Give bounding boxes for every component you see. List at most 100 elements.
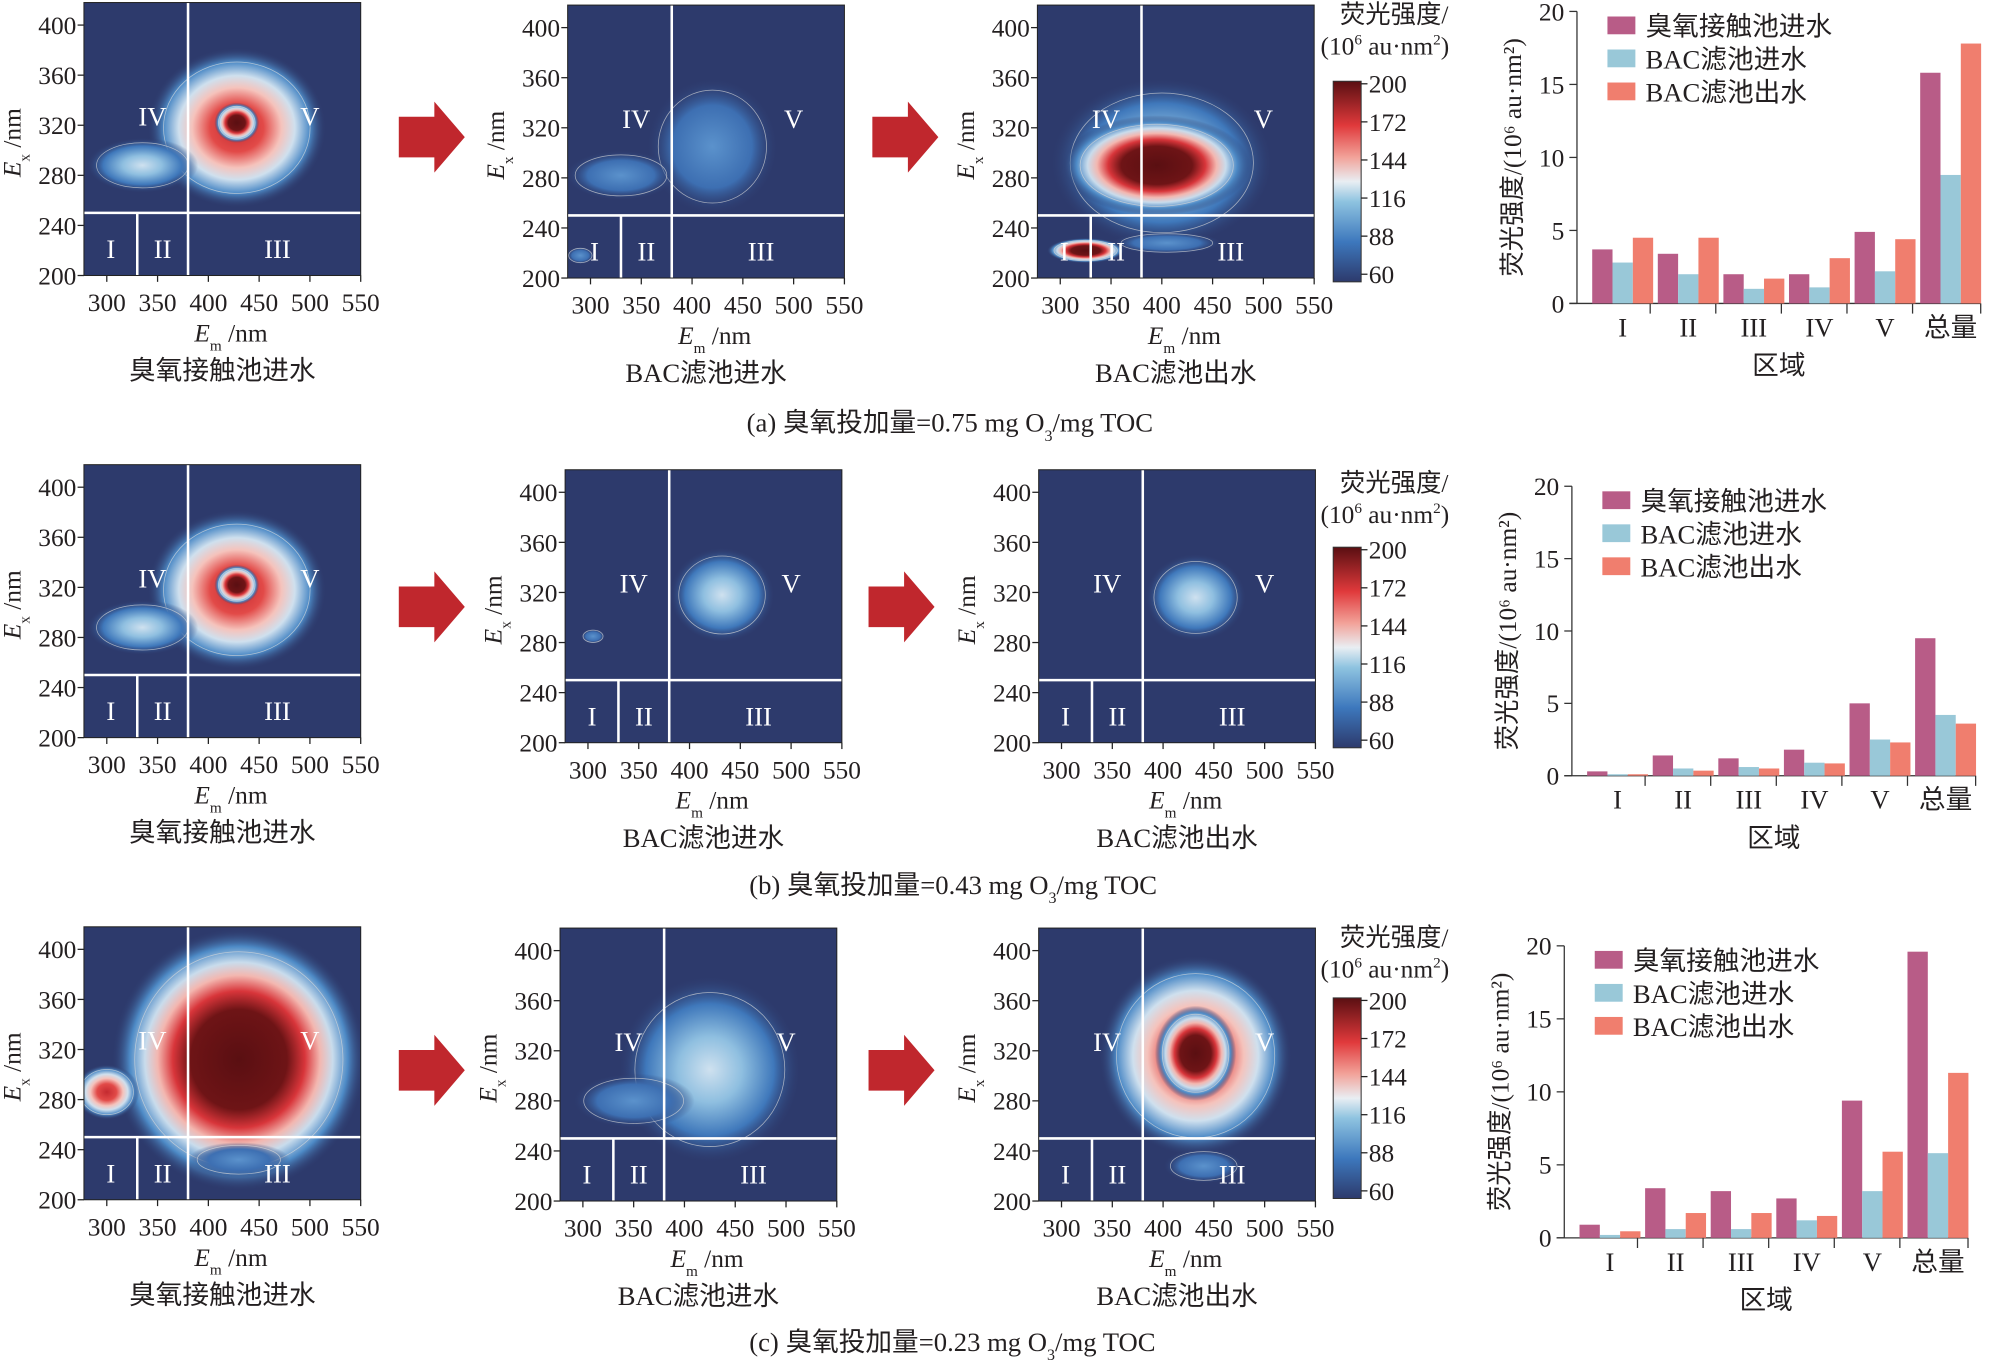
- plot-frame: [1038, 469, 1316, 744]
- colorbar-unit-part: au·nm: [1362, 33, 1433, 61]
- em-tick-label: 350: [1092, 292, 1130, 320]
- fluorescence-peak: [214, 102, 260, 143]
- ex-axis-label-part: /nm: [480, 575, 508, 621]
- colorbar-title: 荧光强度/: [1340, 469, 1449, 497]
- sample-name: BAC滤池出水: [1096, 1281, 1257, 1311]
- region-label: I: [106, 234, 115, 264]
- y-tick-label: 20: [1526, 933, 1551, 961]
- contour-line: [1120, 233, 1214, 253]
- region-label: I: [106, 1158, 115, 1188]
- em-tick-label: 400: [189, 1213, 227, 1241]
- em-tick-label: 300: [1042, 1215, 1080, 1243]
- ex-axis-label-part: x: [16, 616, 33, 624]
- y-tick-label: 5: [1552, 217, 1565, 245]
- legend-swatch: [1607, 49, 1636, 68]
- em-tick-label: 300: [564, 1215, 602, 1243]
- contour-line: [582, 629, 604, 643]
- colorbar-tick-label: 172: [1369, 575, 1407, 603]
- colorbar-unit-part: ): [1441, 33, 1449, 61]
- bar: [1927, 1153, 1949, 1238]
- colorbar-unit-part: au·nm: [1362, 956, 1433, 984]
- region-label: III: [745, 701, 772, 731]
- ex-tick-label: 400: [519, 479, 557, 507]
- em-tick-label: 500: [1246, 1215, 1284, 1243]
- region-label: V: [1255, 569, 1274, 599]
- contour-line: [568, 247, 593, 264]
- em-tick-label: 400: [665, 1215, 703, 1243]
- region-label: IV: [138, 1026, 166, 1056]
- em-tick-label: 500: [1244, 292, 1282, 320]
- ex-axis-label-part: x: [498, 621, 515, 629]
- y-tick-label: 15: [1526, 1006, 1551, 1034]
- plot-frame: [83, 464, 362, 739]
- fluorescence-peak: [86, 137, 199, 193]
- em-axis-label: Em /nm: [675, 787, 749, 822]
- colorbar-tick-label: 144: [1369, 147, 1407, 175]
- ex-tick-label: 280: [38, 162, 76, 190]
- colorbar-tick-label: 172: [1369, 109, 1407, 137]
- bar: [1783, 749, 1805, 776]
- ex-axis-label-part: E: [0, 623, 26, 640]
- ex-tick-label: 360: [38, 62, 76, 90]
- ex-axis-label-part: /nm: [475, 1033, 503, 1079]
- colorbar-unit-part: 6: [1354, 954, 1362, 971]
- bar: [1829, 258, 1850, 304]
- region-label: II: [637, 237, 655, 267]
- region-label: IV: [138, 101, 166, 131]
- ex-axis-label-part: /nm: [0, 108, 26, 154]
- bar: [1632, 237, 1654, 304]
- bar: [1657, 253, 1679, 304]
- plot-frame: [83, 926, 362, 1201]
- sample-name: BAC滤池出水: [1096, 823, 1257, 853]
- region-label: IV: [620, 569, 648, 599]
- contour-line: [657, 89, 767, 204]
- colorbar-unit-part: 2: [1433, 954, 1441, 971]
- ex-tick-label: 360: [38, 986, 76, 1014]
- legend-swatch: [1602, 524, 1631, 543]
- bar: [1678, 274, 1699, 304]
- colorbar-title: 荧光强度/: [1340, 924, 1449, 952]
- region-label: IV: [138, 564, 166, 594]
- region-label: IV: [1093, 1027, 1121, 1057]
- panel-caption-part: 3: [1047, 1347, 1055, 1361]
- fluorescence-contours: [83, 928, 361, 1191]
- region-label: V: [781, 569, 800, 599]
- ex-axis-label-part: E: [953, 628, 981, 645]
- ex-axis-label-part: /nm: [953, 575, 981, 621]
- em-axis-label-part: E: [1148, 1245, 1165, 1273]
- fluorescence-contours: [1144, 553, 1247, 642]
- region-label: III: [1219, 1160, 1246, 1190]
- em-axis-label-part: /nm: [703, 787, 749, 815]
- bar: [1915, 638, 1936, 776]
- ex-tick-label: 240: [522, 215, 560, 243]
- legend-swatch: [1607, 16, 1636, 35]
- em-axis-label: Em /nm: [193, 1244, 267, 1279]
- em-tick-label: 300: [569, 756, 607, 784]
- ex-tick-label: 360: [522, 65, 560, 93]
- region-label: I: [588, 701, 597, 731]
- legend-label: BAC滤池出水: [1640, 552, 1801, 582]
- em-axis-label: Em /nm: [1148, 1245, 1222, 1280]
- region-label: IV: [1092, 104, 1120, 134]
- em-tick-label: 550: [825, 292, 863, 320]
- em-axis-label-part: E: [1148, 787, 1165, 815]
- em-tick-label: 500: [1246, 756, 1284, 784]
- colorbar-tick-label: 200: [1369, 537, 1407, 565]
- bar: [1920, 72, 1941, 304]
- em-tick-label: 400: [1144, 1215, 1182, 1243]
- region-label: V: [776, 1027, 795, 1057]
- y-tick-label: 15: [1539, 71, 1564, 99]
- bar: [1645, 1188, 1666, 1238]
- colorbar-unit-part: au·nm: [1362, 501, 1433, 529]
- em-tick-label: 550: [342, 1213, 380, 1241]
- colorbar-unit-part: ): [1441, 501, 1449, 529]
- y-tick-label: 0: [1552, 290, 1565, 318]
- region-label: V: [300, 101, 319, 131]
- ex-tick-label: 400: [38, 936, 76, 964]
- region-label: I: [1061, 701, 1070, 731]
- ex-axis-label-part: /nm: [953, 1033, 981, 1079]
- legend-label: 臭氧接触池进水: [1633, 946, 1820, 976]
